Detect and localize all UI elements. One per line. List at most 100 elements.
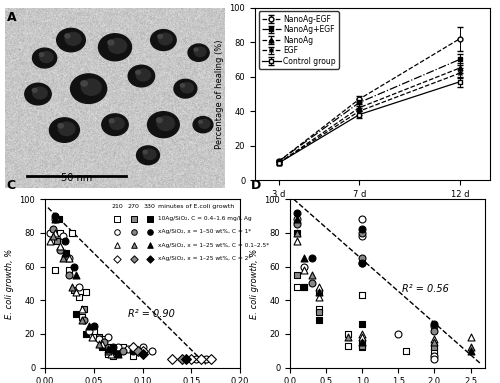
Point: [430, 353, 438, 359]
Legend: NanoAg-EGF, NanoAg+EGF, NanoAg, EGF, Control group: NanoAg-EGF, NanoAg+EGF, NanoAg, EGF, Con…: [259, 11, 339, 69]
Point: [60, 238, 68, 244]
Point: [80, 306, 88, 312]
Point: [315, 294, 323, 300]
Circle shape: [81, 81, 87, 86]
Point: [293, 230, 301, 236]
Point: [138, 351, 146, 357]
Circle shape: [108, 40, 114, 45]
Circle shape: [70, 74, 106, 103]
Point: [49, 226, 57, 232]
Point: [124, 346, 132, 352]
Circle shape: [188, 44, 209, 61]
Point: [75, 294, 83, 300]
Point: [134, 348, 141, 354]
Text: A: A: [7, 11, 17, 24]
Point: [100, 336, 108, 342]
Text: D: D: [251, 179, 261, 192]
Point: [54, 216, 62, 223]
Point: [315, 289, 323, 295]
Point: [358, 260, 366, 266]
Point: [466, 348, 474, 354]
Point: [109, 344, 117, 350]
Point: [344, 343, 352, 349]
Point: [66, 267, 74, 273]
Circle shape: [128, 65, 154, 87]
Circle shape: [199, 119, 210, 128]
Point: [168, 356, 176, 362]
Text: 50 nm: 50 nm: [61, 173, 92, 183]
Point: [197, 356, 205, 362]
Point: [70, 287, 78, 293]
X-axis label: Time (d): Time (d): [350, 204, 396, 214]
Circle shape: [56, 28, 86, 52]
Point: [308, 272, 316, 278]
Circle shape: [174, 79, 197, 98]
Point: [111, 349, 119, 355]
Circle shape: [156, 118, 162, 123]
Point: [293, 216, 301, 223]
Point: [148, 348, 156, 354]
Point: [82, 289, 90, 295]
Point: [394, 331, 402, 337]
Point: [293, 230, 301, 236]
Point: [72, 311, 80, 317]
Point: [109, 353, 117, 359]
Point: [430, 356, 438, 362]
Point: [293, 272, 301, 278]
Point: [358, 339, 366, 345]
Point: [49, 233, 57, 239]
Point: [344, 334, 352, 340]
Point: [129, 344, 137, 350]
Point: [80, 318, 88, 324]
Point: [300, 264, 308, 270]
Point: [58, 255, 66, 261]
Point: [85, 322, 93, 329]
Point: [66, 272, 74, 278]
Y-axis label: E. coli growth, %: E. coli growth, %: [5, 248, 14, 319]
Point: [187, 356, 195, 362]
Point: [129, 353, 137, 359]
Circle shape: [65, 34, 70, 38]
Point: [300, 284, 308, 290]
Y-axis label: Percentage of healing (%): Percentage of healing (%): [215, 39, 224, 149]
Circle shape: [143, 150, 147, 154]
Point: [60, 255, 68, 261]
Point: [51, 216, 59, 223]
Circle shape: [66, 33, 81, 45]
Point: [178, 356, 186, 362]
Circle shape: [110, 119, 114, 123]
Point: [293, 210, 301, 216]
Point: [51, 267, 59, 273]
Point: [430, 353, 438, 359]
Point: [138, 344, 146, 350]
Point: [358, 260, 366, 266]
Point: [358, 339, 366, 345]
Point: [119, 348, 127, 354]
Point: [94, 341, 102, 347]
Point: [308, 255, 316, 261]
Circle shape: [40, 52, 53, 62]
Point: [358, 226, 366, 232]
Circle shape: [110, 118, 124, 129]
Point: [315, 284, 323, 290]
Point: [88, 334, 96, 340]
Point: [46, 230, 54, 236]
Point: [129, 348, 137, 354]
Point: [104, 351, 112, 357]
Circle shape: [32, 48, 56, 68]
Point: [72, 272, 80, 278]
Point: [94, 334, 102, 340]
Point: [358, 230, 366, 236]
Circle shape: [82, 79, 101, 95]
Point: [358, 216, 366, 223]
Point: [78, 318, 86, 324]
Point: [52, 238, 60, 244]
Point: [114, 344, 122, 350]
Circle shape: [40, 53, 44, 56]
Point: [192, 356, 200, 362]
Point: [114, 348, 122, 354]
Point: [68, 284, 76, 290]
Point: [56, 230, 64, 236]
Point: [430, 336, 438, 342]
Point: [315, 306, 323, 312]
